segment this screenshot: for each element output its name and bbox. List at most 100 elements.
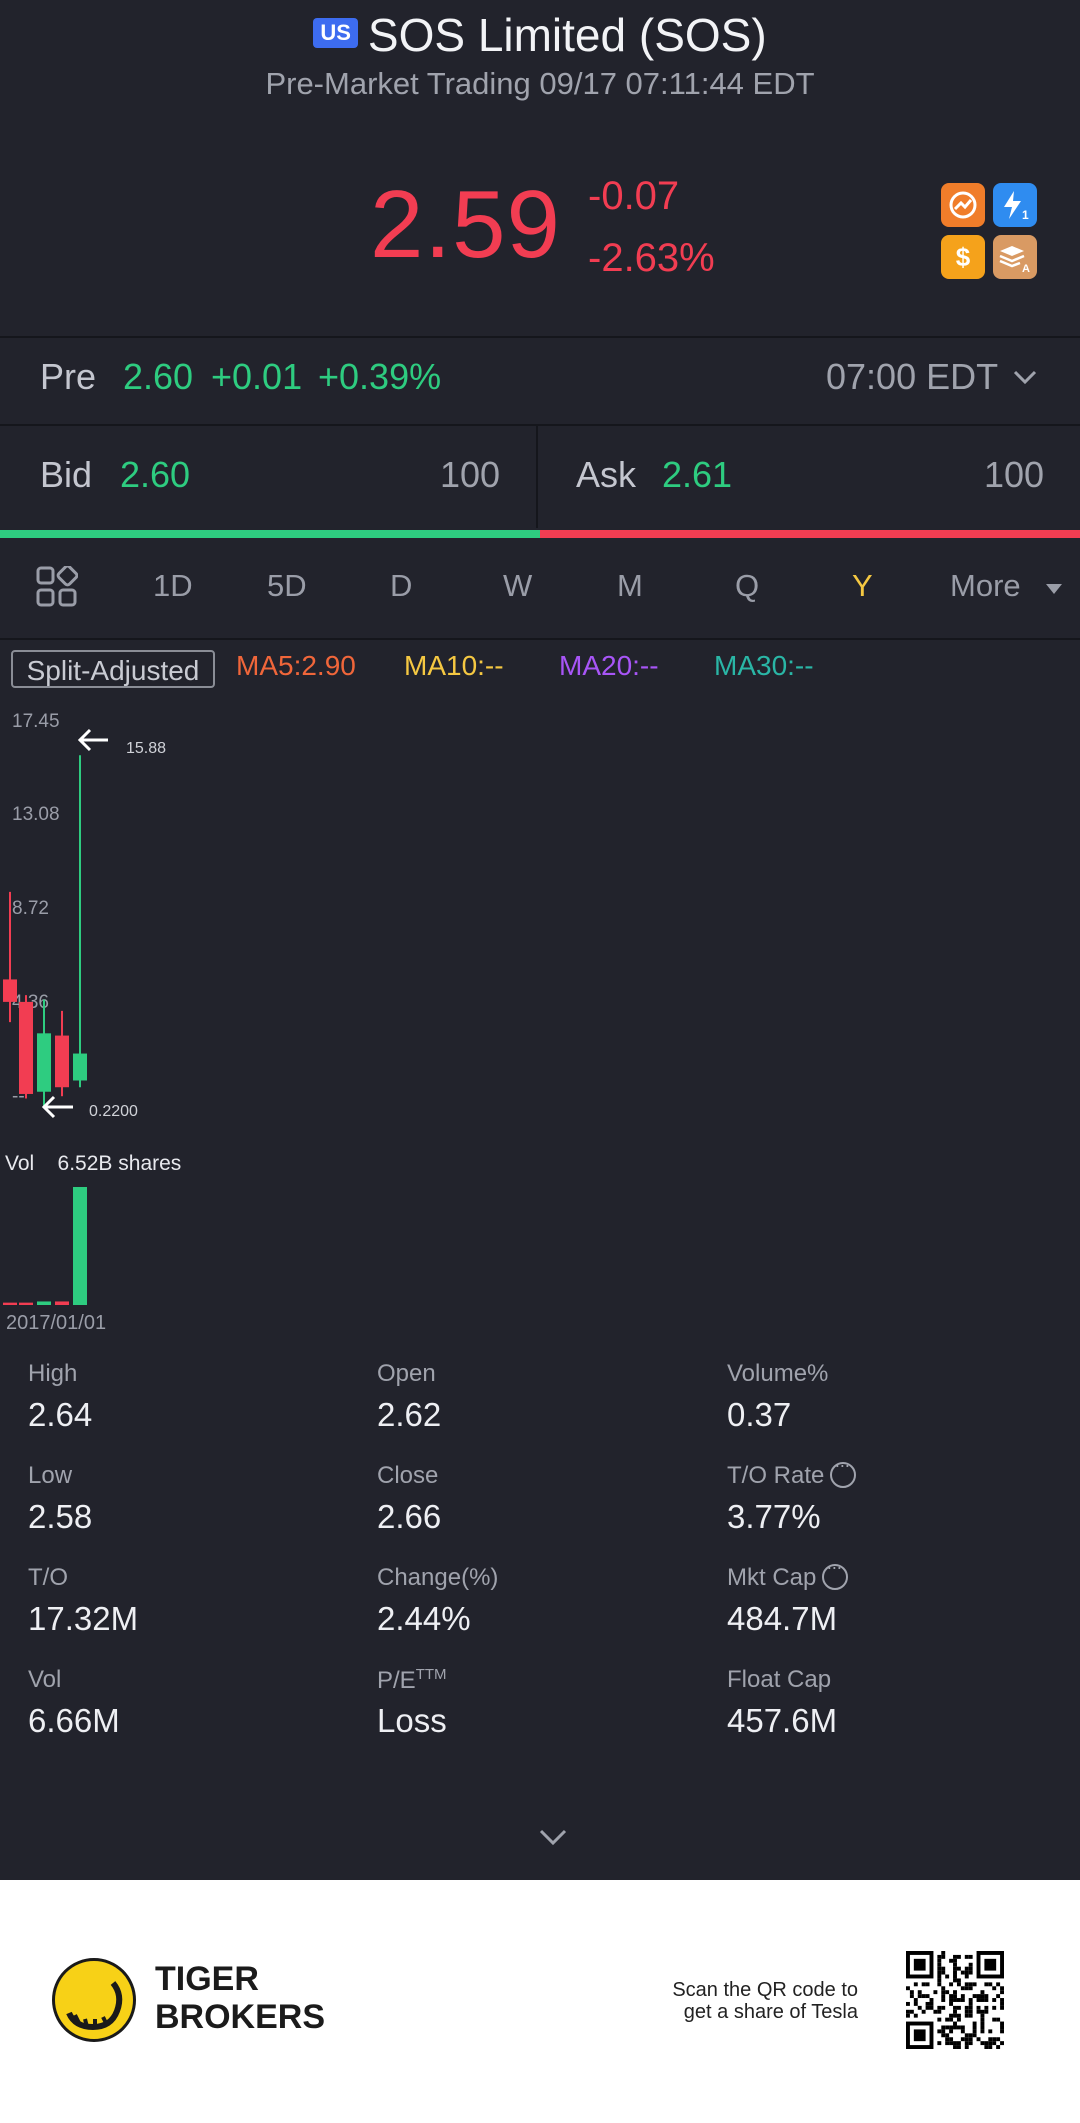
qr-code[interactable] <box>906 1951 1004 2049</box>
volume-bar <box>73 1187 87 1305</box>
high-marker-value: 15.88 <box>126 740 167 757</box>
tab-1d[interactable]: 1D <box>153 568 193 603</box>
brand-line-2: BROKERS <box>155 1998 326 2036</box>
chevron-down-icon[interactable] <box>1010 362 1040 392</box>
stat-label-vol: Vol <box>28 1666 62 1693</box>
info-icon[interactable] <box>830 1455 857 1488</box>
low-marker-value: 0.2200 <box>89 1103 138 1120</box>
ma30-label: MA30:-- <box>714 650 814 681</box>
stat-value-t-o-rate: 3.77% <box>727 1498 821 1535</box>
stat-label-float-cap: Float Cap <box>727 1666 832 1693</box>
split-adjusted-toggle[interactable]: Split-Adjusted <box>11 650 215 688</box>
ask-strength-bar <box>540 530 1080 538</box>
market-badge: US <box>313 17 358 48</box>
divider <box>0 638 1080 640</box>
last-price: 2.59 <box>370 171 561 278</box>
stat-label-t-o: T/O <box>28 1564 68 1591</box>
bid-size: 100 <box>440 454 501 495</box>
volume-bar <box>37 1301 51 1305</box>
ask-size: 100 <box>984 454 1045 495</box>
candle-body <box>37 1033 51 1092</box>
stat-value-vol: 6.66M <box>28 1702 120 1739</box>
brand-name: TIGER BROKERS <box>155 1960 325 2036</box>
x-axis-date: 2017/01/01 <box>6 1312 107 1334</box>
stat-label-t-o-rate: T/O Rate <box>727 1455 857 1490</box>
ask-price: 2.61 <box>662 454 733 495</box>
ask-label: Ask <box>576 454 637 495</box>
tab-more[interactable]: More <box>950 568 1021 603</box>
ma20-label: MA20:-- <box>559 650 659 681</box>
pre-market-change: +0.01 <box>211 356 303 397</box>
volume-value: 6.52B shares <box>57 1152 182 1175</box>
volume-bar <box>19 1302 33 1305</box>
stat-label-volume: Volume% <box>727 1360 829 1387</box>
layers-a-icon[interactable]: A <box>993 235 1037 279</box>
ma5-label: MA5:2.90 <box>236 650 356 681</box>
dollar-badge-icon[interactable]: $ <box>941 235 985 279</box>
pre-market-time[interactable]: 07:00 EDT <box>826 356 999 397</box>
bid-price: 2.60 <box>120 454 191 495</box>
promo-footer <box>0 1880 1080 2123</box>
brand-line-1: TIGER <box>155 1960 259 1998</box>
svg-text:1: 1 <box>1022 208 1029 222</box>
tab-5d[interactable]: 5D <box>267 568 307 603</box>
grid-layout-icon[interactable] <box>36 566 78 608</box>
stat-value-open: 2.62 <box>377 1396 442 1433</box>
high-marker <box>77 728 108 752</box>
stat-label-change: Change(%) <box>377 1564 499 1591</box>
candle <box>19 995 33 1099</box>
info-icon[interactable] <box>822 1557 849 1590</box>
expand-chevron-icon[interactable] <box>537 1826 569 1848</box>
low-marker <box>41 1095 73 1119</box>
candle-body <box>3 979 17 1002</box>
stat-value-high: 2.64 <box>28 1396 93 1433</box>
bid-ask-divider <box>536 426 538 528</box>
pre-market-change-percent: +0.39% <box>318 356 442 397</box>
y-tick: 13.08 <box>12 804 60 825</box>
price-change-percent: -2.63% <box>588 236 715 280</box>
candle-body <box>19 1001 33 1094</box>
svg-text:A: A <box>1022 263 1030 274</box>
price-change: -0.07 <box>588 174 680 218</box>
trading-session-status: Pre-Market Trading 09/17 07:11:44 EDT <box>265 66 815 101</box>
lightning-1-icon[interactable]: 1 <box>993 183 1037 227</box>
divider <box>0 424 1080 426</box>
stat-label-high: High <box>28 1360 78 1387</box>
volume-bar <box>55 1301 69 1305</box>
tab-w[interactable]: W <box>503 568 533 603</box>
candlestick-chart[interactable] <box>0 700 1080 1130</box>
tab-m[interactable]: M <box>617 568 643 603</box>
stat-label-low: Low <box>28 1462 73 1489</box>
pre-market-price: 2.60 <box>123 356 194 397</box>
stat-value-volume: 0.37 <box>727 1396 792 1433</box>
qr-caption-line-1: Scan the QR code to <box>672 1979 858 2001</box>
trend-badge-icon[interactable] <box>941 183 985 227</box>
stat-value-t-o: 17.32M <box>28 1600 139 1637</box>
stat-value-low: 2.58 <box>28 1498 93 1535</box>
candle <box>55 1010 69 1097</box>
y-tick: 8.72 <box>12 898 49 919</box>
candle-body <box>73 1053 87 1081</box>
caret-down-icon[interactable] <box>1045 582 1063 596</box>
bid-label: Bid <box>40 454 93 495</box>
stat-label-p-e: P/ETTM <box>377 1666 447 1694</box>
volume-bar <box>3 1302 17 1305</box>
candle <box>73 755 87 1088</box>
volume-chart <box>3 1187 87 1305</box>
stat-value-float-cap: 457.6M <box>727 1702 838 1739</box>
candle <box>3 891 17 1023</box>
tab-q[interactable]: Q <box>735 568 760 603</box>
pre-market-label: Pre <box>40 356 97 397</box>
candle <box>37 999 51 1108</box>
divider <box>0 336 1080 338</box>
stat-value-change: 2.44% <box>377 1600 471 1637</box>
tab-y[interactable]: Y <box>852 568 873 603</box>
bid-strength-bar <box>0 530 540 538</box>
tab-d[interactable]: D <box>390 568 413 603</box>
stat-value-mkt-cap: 484.7M <box>727 1600 838 1637</box>
tiger-logo-icon <box>52 1958 136 2042</box>
stat-value-close: 2.66 <box>377 1498 442 1535</box>
qr-caption: Scan the QR code to get a share of Tesla <box>640 1979 858 2023</box>
stat-label-open: Open <box>377 1360 436 1387</box>
volume-label: Vol <box>5 1152 35 1175</box>
